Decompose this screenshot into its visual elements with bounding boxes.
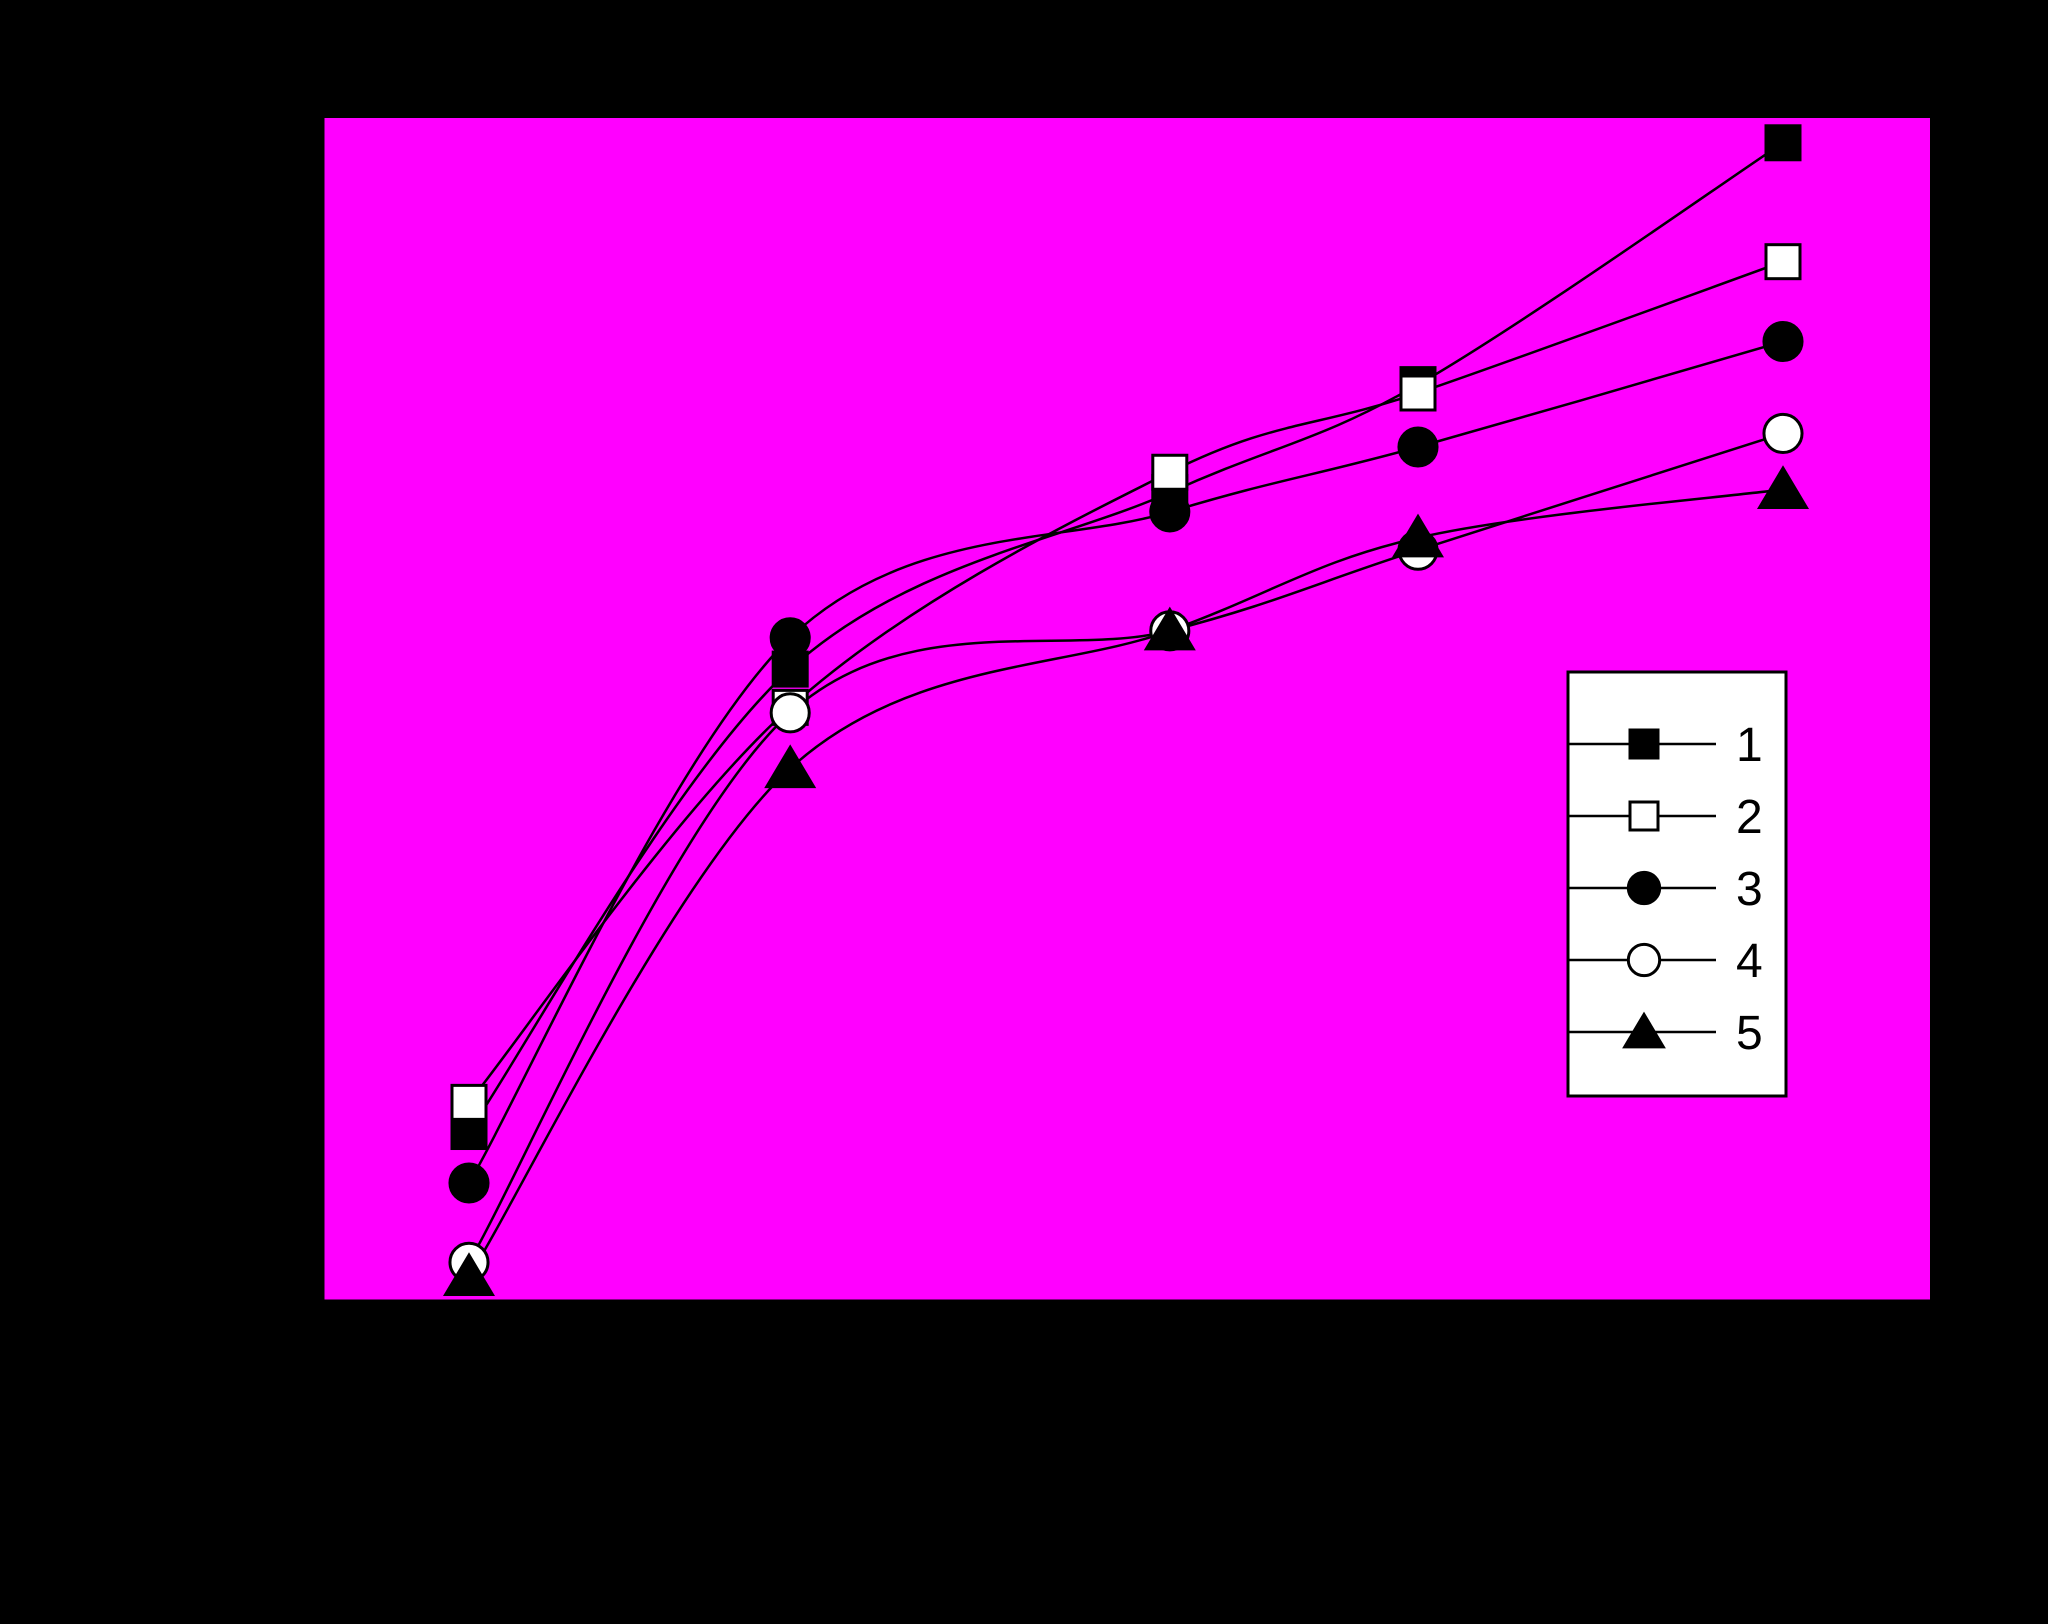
legend-label: 4 bbox=[1736, 935, 1763, 988]
series-3-points bbox=[448, 320, 1804, 1204]
legend-marker bbox=[1628, 800, 1660, 832]
legend-marker bbox=[1622, 1011, 1666, 1049]
legend-marker bbox=[1626, 870, 1662, 906]
x-tick-label: 100 bbox=[1748, 1333, 1818, 1380]
x-tick-label: 0 bbox=[311, 1333, 334, 1380]
x-tick-label: 80 bbox=[1468, 1333, 1515, 1380]
series-3-point bbox=[448, 1162, 490, 1204]
series-4-point bbox=[1762, 412, 1804, 454]
legend-marker bbox=[1626, 942, 1662, 978]
series-3-point bbox=[1762, 320, 1804, 363]
legend-entry: 2 bbox=[1568, 791, 1763, 844]
legend-label: 5 bbox=[1736, 1007, 1763, 1060]
legend-entry: 1 bbox=[1568, 719, 1763, 772]
series-curves bbox=[467, 141, 1784, 1278]
y-tick-label: 1E-3 bbox=[212, 765, 301, 812]
series-2-line bbox=[468, 260, 1784, 1104]
legend-entry: 5 bbox=[1568, 1007, 1763, 1060]
series-3-point bbox=[1397, 426, 1439, 468]
series-3-point bbox=[1149, 491, 1191, 533]
series-2-point bbox=[1151, 453, 1189, 491]
series-5-point bbox=[1391, 513, 1445, 558]
x-axis-label: Относительная влажность, % bbox=[781, 1425, 1469, 1481]
legend: 1 2 3 4 5 bbox=[1566, 670, 1788, 1098]
legend-entry: 4 bbox=[1568, 935, 1763, 988]
series-2-point bbox=[450, 1083, 488, 1121]
series-4-point bbox=[769, 692, 811, 734]
x-tick-label: 60 bbox=[1176, 1333, 1223, 1380]
series-1-point bbox=[1764, 124, 1802, 162]
legend-label: 1 bbox=[1736, 719, 1763, 772]
series-5-points bbox=[442, 465, 1810, 1297]
legend-marker bbox=[1628, 728, 1660, 760]
series-2-point bbox=[1399, 374, 1437, 412]
series-2-point bbox=[1764, 243, 1802, 281]
legend-label: 3 bbox=[1736, 863, 1763, 916]
legend-entry: 3 bbox=[1568, 863, 1763, 916]
series-1-line bbox=[467, 141, 1784, 1133]
series-3-line bbox=[467, 340, 1784, 1184]
series-5-point bbox=[442, 1252, 496, 1297]
x-tick-label: 40 bbox=[884, 1333, 931, 1380]
series-5-point bbox=[764, 744, 817, 789]
series-5-point bbox=[1143, 606, 1196, 651]
y-axis-label: σ, См/см bbox=[130, 529, 186, 731]
y-tick-label: 1E-4 bbox=[212, 1160, 301, 1207]
legend-label: 2 bbox=[1736, 791, 1763, 844]
series-3-point bbox=[769, 617, 811, 659]
x-tick-label: 20 bbox=[592, 1333, 639, 1380]
series-4-line bbox=[467, 432, 1784, 1263]
axes bbox=[321, 118, 1930, 1303]
axis-ticks: 0 20 40 60 80 100 1E-4 1E-3 0.01 bbox=[212, 153, 1818, 1380]
y-tick-label: 0.01 bbox=[219, 370, 301, 417]
legend-box bbox=[1566, 670, 1788, 1098]
series-markers bbox=[442, 124, 1810, 1297]
series-5-line bbox=[467, 488, 1784, 1278]
series-5-point bbox=[1756, 465, 1810, 509]
